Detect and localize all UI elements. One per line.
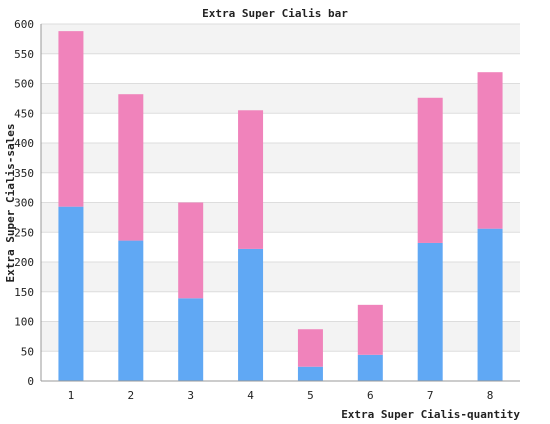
y-tick-label: 600 <box>14 18 34 31</box>
bar-7-series-2 <box>417 97 443 243</box>
grid-band <box>41 24 520 54</box>
y-tick-label: 50 <box>21 345 34 358</box>
grid-band <box>41 53 520 84</box>
y-tick-label: 550 <box>14 48 34 61</box>
bar-3-series-1 <box>178 298 204 381</box>
y-tick-label: 150 <box>14 286 34 299</box>
bar-2-series-1 <box>118 240 144 381</box>
grid-band <box>41 113 520 143</box>
y-tick-label: 200 <box>14 256 34 269</box>
bar-3-series-2 <box>178 202 204 299</box>
bar-8-series-2 <box>477 72 503 229</box>
x-tick-label: 8 <box>487 389 494 402</box>
grid-band <box>41 232 520 262</box>
x-tick-label: 1 <box>68 389 75 402</box>
y-tick-label: 450 <box>14 107 34 120</box>
grid-band <box>41 172 520 203</box>
x-tick-label: 4 <box>247 389 254 402</box>
grid-band <box>41 83 520 114</box>
bar-6-series-2 <box>357 304 383 355</box>
bar-8-series-1 <box>477 228 503 381</box>
grid-band <box>41 351 520 381</box>
bars <box>58 31 503 381</box>
bar-2-series-2 <box>118 94 144 241</box>
chart-title: Extra Super Cialis bar <box>202 7 348 20</box>
y-tick-label: 400 <box>14 137 34 150</box>
bar-4-series-2 <box>238 110 264 249</box>
grid-band <box>41 262 520 292</box>
grid-band <box>41 291 520 322</box>
x-tick-label: 6 <box>367 389 374 402</box>
y-tick-label: 250 <box>14 226 34 239</box>
y-tick-label: 500 <box>14 78 34 91</box>
y-tick-label: 300 <box>14 197 34 210</box>
bar-7-series-1 <box>417 242 443 381</box>
bar-6-series-1 <box>357 354 383 381</box>
y-tick-labels: 0 50 100 150 200 250 300 350 400 450 500 550 600 <box>14 18 34 388</box>
grid-band <box>41 143 520 173</box>
bar-4-series-1 <box>238 248 264 381</box>
grid-band <box>41 321 520 352</box>
y-tick-label: 100 <box>14 316 34 329</box>
axes <box>40 24 520 382</box>
x-tick-label: 2 <box>128 389 135 402</box>
y-tick-label: 0 <box>27 375 34 388</box>
bar-5-series-1 <box>297 366 323 381</box>
x-axis-title: Extra Super Cialis-quantity <box>341 408 520 420</box>
grid-band <box>41 202 520 233</box>
y-tick-label: 350 <box>14 167 34 180</box>
bar-1-series-2 <box>58 31 84 207</box>
x-tick-labels: 1 2 3 4 5 6 7 8 <box>68 389 494 402</box>
y-axis-title: Extra Super Cialis-sales <box>4 124 17 283</box>
bar-5-series-2 <box>297 329 323 367</box>
x-tick-label: 5 <box>307 389 314 402</box>
x-tick-label: 7 <box>427 389 434 402</box>
x-tick-label: 3 <box>187 389 194 402</box>
bar-1-series-1 <box>58 206 84 381</box>
